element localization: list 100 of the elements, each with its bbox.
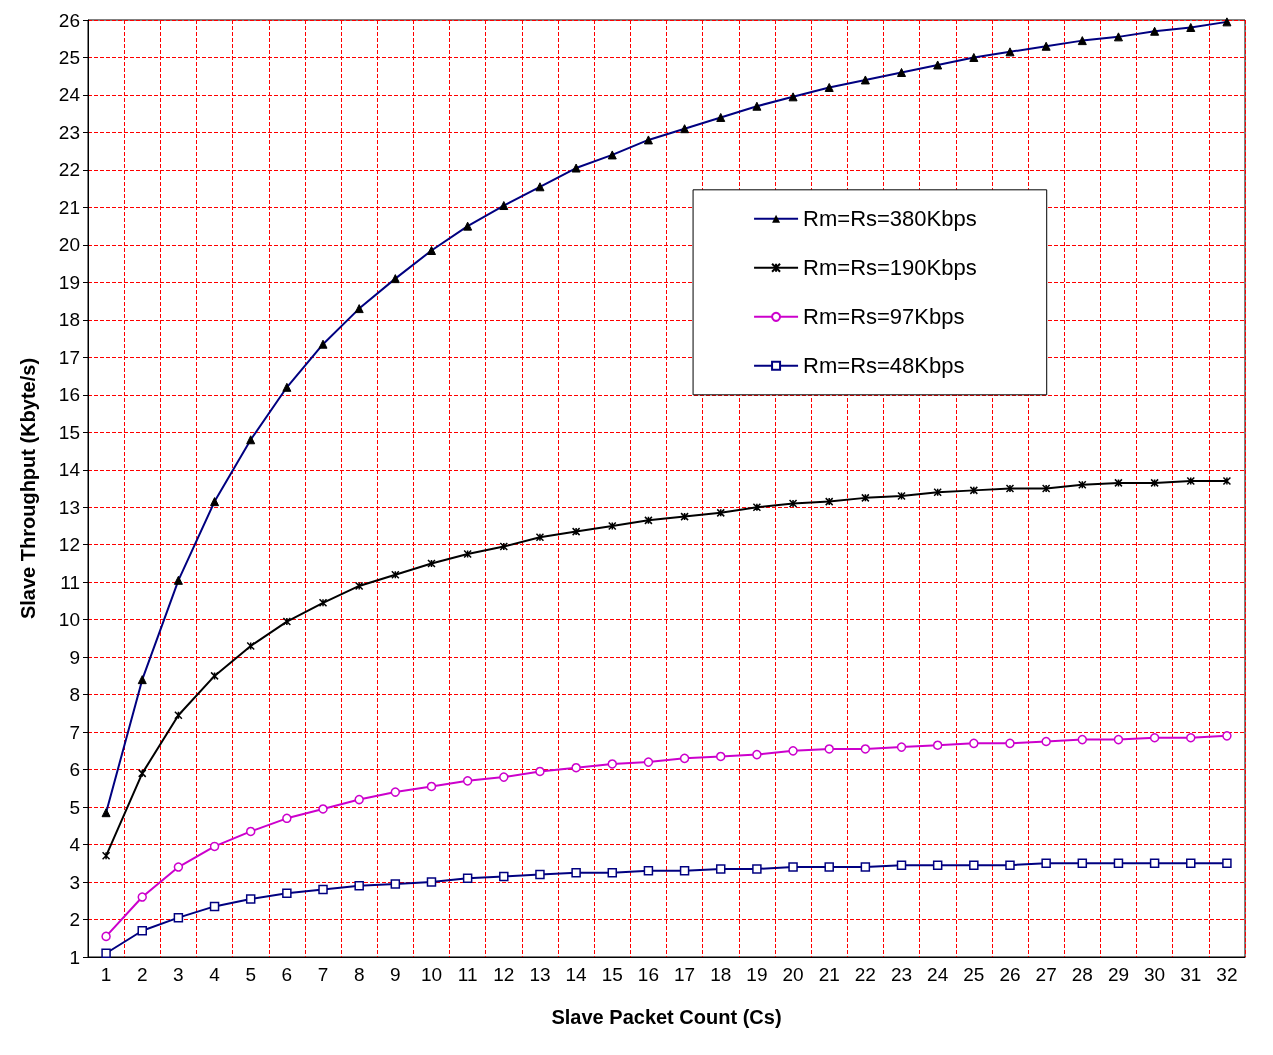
point xyxy=(1041,858,1051,869)
x-tick-label: 4 xyxy=(209,964,221,985)
y-tick-label: 7 xyxy=(69,721,80,743)
legend-label: Rm=Rs=48Kbps xyxy=(803,353,965,379)
y-tick-label: 23 xyxy=(58,121,80,143)
point xyxy=(137,926,147,936)
point xyxy=(101,948,111,958)
point xyxy=(462,776,473,786)
x-tick-label: 18 xyxy=(710,964,732,985)
point xyxy=(1005,738,1015,749)
point xyxy=(101,931,111,942)
point xyxy=(969,860,979,870)
point xyxy=(173,862,184,872)
point xyxy=(535,869,545,880)
y-tick-label: 10 xyxy=(58,609,80,631)
y-tick-label: 24 xyxy=(58,84,81,106)
point xyxy=(1222,731,1232,741)
point xyxy=(137,769,147,778)
point xyxy=(499,772,509,782)
x-tick-label: 1 xyxy=(100,964,112,985)
point xyxy=(1222,858,1232,869)
point xyxy=(1186,476,1196,486)
x-tick-label: 27 xyxy=(1035,964,1057,985)
point xyxy=(354,794,364,805)
y-tick-label: 15 xyxy=(58,421,80,443)
point xyxy=(1078,480,1087,489)
y-tick-label: 4 xyxy=(69,834,81,856)
point xyxy=(390,787,401,797)
point xyxy=(969,738,979,749)
point xyxy=(282,813,292,824)
y-axis-title: Slave Throughput (Kbyte/s) xyxy=(17,357,39,620)
y-tick-label: 3 xyxy=(69,871,80,893)
y-tick-label: 16 xyxy=(58,384,80,406)
point xyxy=(354,881,364,891)
point xyxy=(246,641,255,651)
point xyxy=(824,744,834,754)
x-tick-label: 14 xyxy=(565,964,588,985)
point xyxy=(715,864,726,874)
legend-label: Rm=Rs=380Kbps xyxy=(803,206,977,232)
y-tick-label: 17 xyxy=(58,346,80,368)
point xyxy=(282,888,292,899)
point xyxy=(860,862,871,872)
point xyxy=(969,486,979,495)
y-tick-label: 12 xyxy=(58,534,80,556)
point xyxy=(896,742,907,752)
legend-label: Rm=Rs=97Kbps xyxy=(803,304,965,330)
point xyxy=(607,867,618,878)
point xyxy=(391,570,400,579)
x-tick-label: 23 xyxy=(890,964,913,985)
point xyxy=(1186,858,1196,869)
point xyxy=(535,766,545,777)
x-tick-label: 12 xyxy=(493,964,515,985)
point xyxy=(1041,736,1051,747)
point xyxy=(1149,732,1160,743)
point xyxy=(571,867,581,878)
x-tick-label: 29 xyxy=(1107,964,1130,985)
point xyxy=(209,841,220,852)
y-tick-label: 11 xyxy=(60,571,80,593)
x-tick-label: 25 xyxy=(963,964,985,985)
point xyxy=(571,527,581,536)
point xyxy=(426,877,437,887)
point xyxy=(1150,478,1159,488)
x-tick-label: 24 xyxy=(927,964,949,985)
point xyxy=(607,759,618,769)
point xyxy=(932,860,943,870)
y-tick-label: 20 xyxy=(58,234,80,256)
point xyxy=(209,901,220,912)
point xyxy=(788,746,798,756)
x-tick-label: 7 xyxy=(317,964,329,985)
point xyxy=(535,532,545,542)
point xyxy=(608,521,617,531)
point xyxy=(716,508,725,518)
x-tick-label: 9 xyxy=(390,964,401,985)
point xyxy=(932,740,943,750)
point xyxy=(643,757,654,767)
point xyxy=(1077,858,1088,869)
point xyxy=(173,912,184,923)
point xyxy=(788,499,798,508)
y-tick-label: 14 xyxy=(58,459,81,481)
x-tick-label: 32 xyxy=(1216,964,1238,985)
y-tick-label: 21 xyxy=(58,196,80,218)
x-tick-label: 30 xyxy=(1144,964,1166,985)
point xyxy=(462,873,473,884)
y-tick-label: 19 xyxy=(58,271,80,293)
point xyxy=(715,751,726,762)
point xyxy=(643,866,654,876)
point xyxy=(1114,478,1123,488)
legend-label: Rm=Rs=190Kbps xyxy=(803,255,977,281)
point xyxy=(318,598,328,608)
x-tick-label: 2 xyxy=(136,964,148,985)
x-tick-label: 8 xyxy=(353,964,365,985)
x-axis-title: Slave Packet Count (Cs) xyxy=(551,1006,782,1028)
point xyxy=(318,884,328,895)
y-tick-label: 22 xyxy=(58,159,80,181)
point xyxy=(245,826,256,837)
y-tick-label: 26 xyxy=(58,9,80,31)
y-tick-label: 25 xyxy=(58,46,80,68)
point xyxy=(1077,734,1088,745)
point xyxy=(752,502,762,512)
point xyxy=(679,866,690,876)
